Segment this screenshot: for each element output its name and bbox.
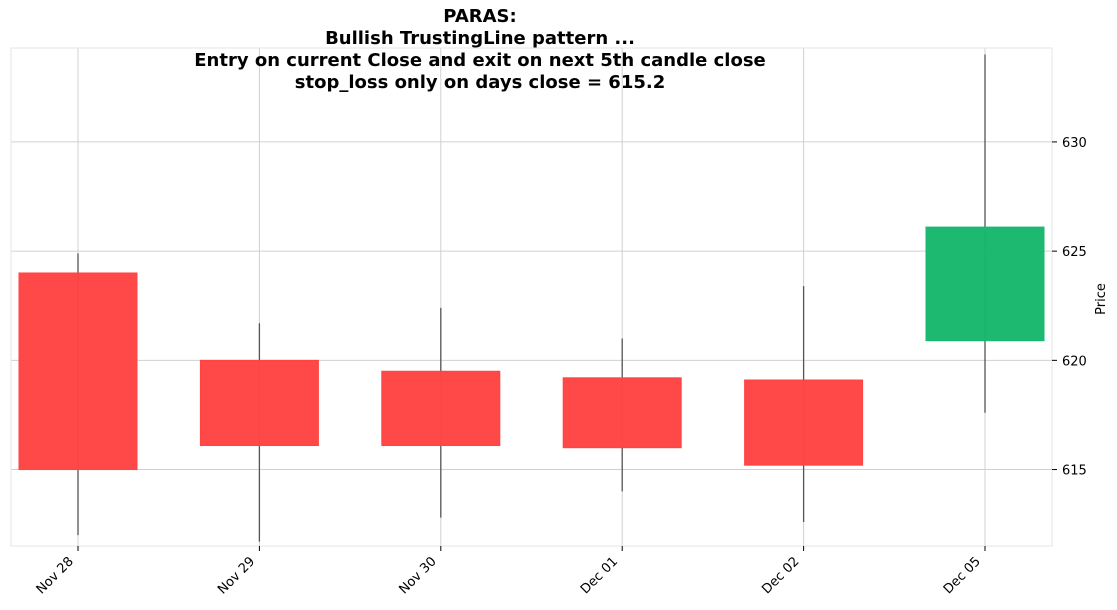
y-axis-label: Price bbox=[1094, 283, 1109, 315]
x-tick-label: Nov 28 bbox=[34, 554, 77, 597]
chart-title-line-2: Bullish TrustingLine pattern ... bbox=[325, 28, 635, 49]
x-tick-label: Dec 05 bbox=[941, 554, 984, 597]
x-tick-label: Nov 30 bbox=[396, 554, 439, 597]
x-tick-label: Dec 01 bbox=[578, 554, 621, 597]
y-tick-label: 630 bbox=[1062, 136, 1087, 151]
candle-body bbox=[562, 377, 682, 449]
y-tick-label: 625 bbox=[1062, 245, 1087, 260]
chart-title-line-4: stop_loss only on days close = 615.2 bbox=[294, 72, 666, 93]
y-axis: 615 620 625 630 bbox=[1052, 136, 1087, 479]
candles bbox=[18, 54, 1045, 542]
candle-body bbox=[381, 370, 501, 447]
x-axis: Nov 28 Nov 29 Nov 30 Dec 01 Dec 02 Dec 05 bbox=[34, 546, 986, 597]
y-tick-label: 620 bbox=[1062, 354, 1087, 369]
candle-body bbox=[199, 359, 319, 447]
grid bbox=[11, 48, 1052, 546]
chart-title-line-3: Entry on current Close and exit on next … bbox=[194, 50, 766, 71]
x-tick-label: Nov 29 bbox=[215, 554, 258, 597]
chart-title-line-1: PARAS: bbox=[443, 6, 517, 27]
y-tick-label: 615 bbox=[1062, 464, 1087, 479]
x-tick-label: Dec 02 bbox=[759, 554, 802, 597]
chart-title: PARAS: Bullish TrustingLine pattern ... … bbox=[0, 6, 960, 94]
plot-frame bbox=[10, 47, 1053, 547]
candle-body bbox=[925, 226, 1045, 342]
candle-body bbox=[744, 379, 864, 466]
candle-body bbox=[18, 272, 138, 471]
